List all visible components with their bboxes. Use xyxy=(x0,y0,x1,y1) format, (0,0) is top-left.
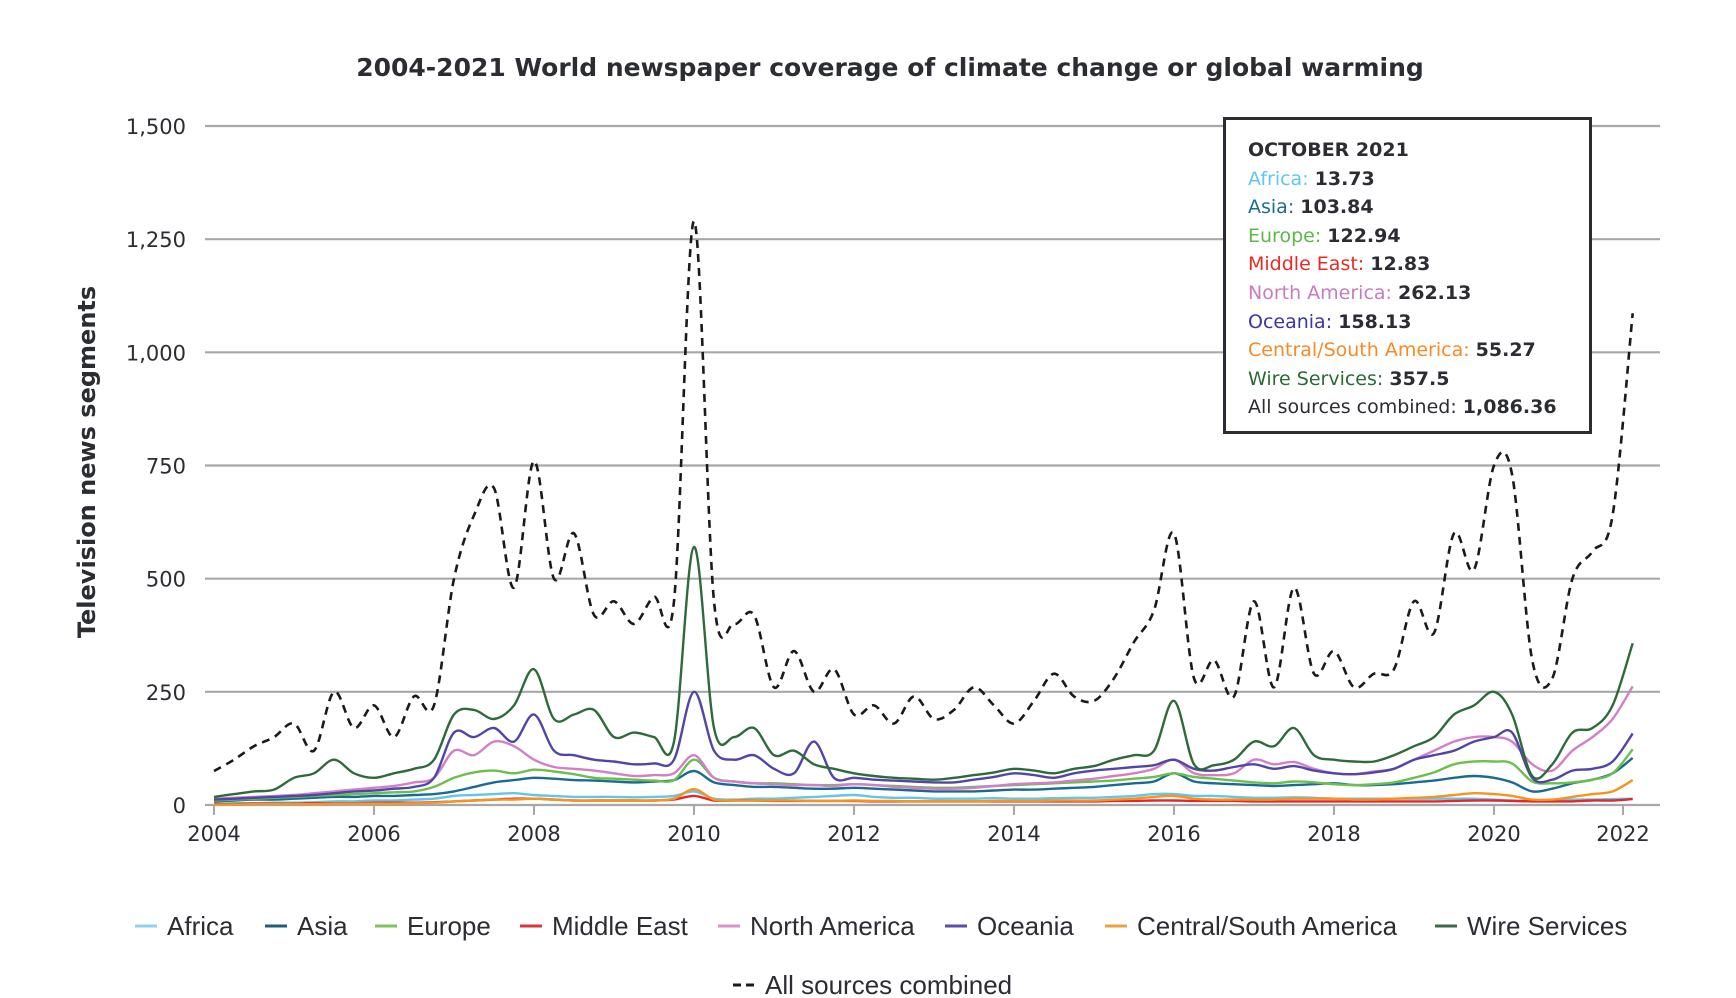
tooltip-row-value: 158.13 xyxy=(1338,310,1412,333)
legend-label: Oceania xyxy=(977,911,1074,941)
tooltip-row-value: 1,086.36 xyxy=(1462,396,1557,419)
legend-label: Asia xyxy=(297,911,348,941)
legend-label: Central/South America xyxy=(1137,911,1398,941)
tooltip-row-oceania: Oceania: 158.13 xyxy=(1248,308,1557,337)
series-lines xyxy=(213,219,1634,806)
tooltip-row-value: 357.5 xyxy=(1389,367,1450,390)
y-tick-label: 250 xyxy=(146,681,186,705)
tooltip-title: OCTOBER 2021 xyxy=(1248,139,1409,161)
legend-item-central-south-america: Central/South America xyxy=(1105,911,1398,941)
legend-item-wire-services: Wire Services xyxy=(1435,911,1627,941)
x-tick-label: 2018 xyxy=(1307,822,1360,846)
y-tick-label: 1,500 xyxy=(126,115,186,139)
y-tick-label: 0 xyxy=(173,794,186,818)
tooltip-row-value: 122.94 xyxy=(1327,224,1401,247)
series-line-central-south-america xyxy=(213,779,1634,806)
x-axis: 2004 2006 2008 2010 2012 2014 2016 2018 2020 2022 xyxy=(187,805,1650,846)
tooltip-row-north-america: North America: 262.13 xyxy=(1248,279,1557,308)
legend: Africa Asia Europe Middle East North America… xyxy=(135,911,1627,998)
legend-item-middle-east: Middle East xyxy=(520,911,689,941)
tooltip-row-value: 262.13 xyxy=(1398,281,1472,304)
tooltip-row-label: All sources combined: xyxy=(1248,396,1463,419)
tooltip-row-value: 13.73 xyxy=(1314,167,1375,190)
legend-item-north-america: North America xyxy=(718,911,915,941)
tooltip-row-value: 12.83 xyxy=(1370,253,1431,276)
series-line-asia xyxy=(213,756,1634,803)
legend-label: Middle East xyxy=(552,911,689,941)
series-line-all-sources-combined xyxy=(213,219,1634,773)
y-axis-ticks: 0 250 500 750 1,000 1,250 1,500 xyxy=(126,115,186,818)
tooltip-row-all-sources-combined: All sources combined: 1,086.36 xyxy=(1248,393,1557,422)
x-tick-label: 2022 xyxy=(1596,822,1649,846)
y-tick-label: 500 xyxy=(146,568,186,592)
legend-item-europe: Europe xyxy=(375,911,491,941)
tooltip-row-central-south-america: Central/South America: 55.27 xyxy=(1248,336,1557,365)
tooltip-row-label: Wire Services: xyxy=(1248,367,1390,390)
tooltip-row-asia: Asia: 103.84 xyxy=(1248,193,1557,222)
tooltip-row-wire-services: Wire Services: 357.5 xyxy=(1248,365,1557,394)
tooltip-row-label: Europe: xyxy=(1248,224,1328,247)
tooltip-row-value: 103.84 xyxy=(1300,196,1374,219)
legend-item-asia: Asia xyxy=(265,911,348,941)
tooltip-row-label: Oceania: xyxy=(1248,310,1339,333)
legend-item-oceania: Oceania xyxy=(945,911,1074,941)
tooltip-row-europe: Europe: 122.94 xyxy=(1248,222,1557,251)
tooltip-row-label: Central/South America: xyxy=(1248,339,1476,362)
legend-label: All sources combined xyxy=(765,970,1012,998)
x-tick-label: 2004 xyxy=(187,822,240,846)
tooltip-row-label: North America: xyxy=(1248,281,1398,304)
legend-label: Wire Services xyxy=(1467,911,1627,941)
y-axis-label: Television news segments xyxy=(73,286,101,638)
x-tick-label: 2012 xyxy=(827,822,880,846)
legend-label: Europe xyxy=(407,911,491,941)
x-tick-label: 2010 xyxy=(667,822,720,846)
series-line-oceania xyxy=(213,690,1634,801)
tooltip-row-label: Middle East: xyxy=(1248,253,1371,276)
legend-item-all-sources-combined: All sources combined xyxy=(733,970,1012,998)
x-tick-label: 2008 xyxy=(507,822,560,846)
y-tick-label: 1,250 xyxy=(126,228,186,252)
y-tick-label: 1,000 xyxy=(126,341,186,365)
x-tick-label: 2006 xyxy=(347,822,400,846)
tooltip-row-africa: Africa: 13.73 xyxy=(1248,165,1557,194)
hover-tooltip: OCTOBER 2021 Africa: 13.73 Asia: 103.84 Eu… xyxy=(1223,117,1592,434)
x-tick-label: 2020 xyxy=(1467,822,1520,846)
x-tick-label: 2016 xyxy=(1147,822,1200,846)
tooltip-row-label: Africa: xyxy=(1248,167,1315,190)
x-tick-label: 2014 xyxy=(987,822,1040,846)
tooltip-row-label: Asia: xyxy=(1248,196,1301,219)
legend-item-africa: Africa xyxy=(135,911,234,941)
legend-label: North America xyxy=(750,911,915,941)
series-line-wire-services xyxy=(213,545,1634,799)
tooltip-row-value: 55.27 xyxy=(1475,339,1536,362)
y-tick-label: 750 xyxy=(146,455,186,479)
legend-label: Africa xyxy=(167,911,234,941)
tooltip-row-middle-east: Middle East: 12.83 xyxy=(1248,250,1557,279)
chart-title: 2004-2021 World newspaper coverage of cl… xyxy=(356,53,1424,82)
